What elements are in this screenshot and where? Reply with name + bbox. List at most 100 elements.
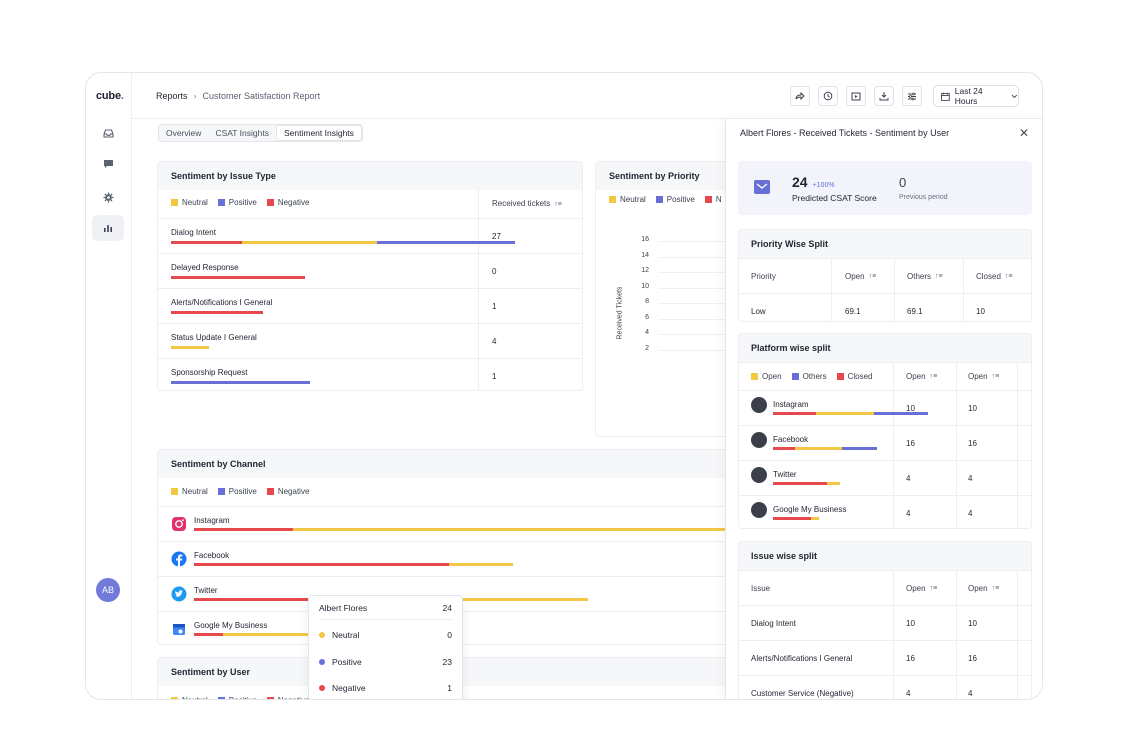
gear-icon (103, 192, 113, 202)
table-row[interactable]: Alerts/Notifications I General 16 16 (739, 640, 1031, 675)
sentiment-bar[interactable] (171, 381, 310, 384)
sentiment-bar[interactable] (171, 276, 306, 279)
legend-positive: Positive (217, 696, 257, 699)
received-tickets-header[interactable]: Received tickets ↑≡ (492, 199, 562, 208)
col-open[interactable]: Open ↑≡ (906, 583, 938, 593)
bar-neutral[interactable] (242, 241, 377, 244)
tooltip-total: 24 (442, 602, 452, 613)
share-button[interactable] (790, 86, 810, 106)
bar-negative[interactable] (171, 311, 264, 314)
table-row[interactable]: Twitter 4 4 (739, 460, 1031, 495)
sentiment-bar[interactable] (171, 311, 264, 314)
close-button[interactable]: ✕ (1019, 126, 1029, 140)
tab-overview[interactable]: Overview (166, 128, 202, 138)
sort-icon[interactable]: ↑≡ (991, 584, 1000, 592)
sort-icon[interactable]: ↑≡ (554, 201, 562, 208)
present-button[interactable] (846, 86, 866, 106)
bar-others[interactable] (841, 447, 877, 450)
bar-closed[interactable] (773, 517, 812, 520)
issue-type-title: Sentiment by Issue Type (158, 162, 582, 190)
bar-neutral[interactable] (449, 598, 589, 601)
sort-icon[interactable]: ↑≡ (991, 373, 1000, 380)
table-row[interactable]: Sponsorship Request 1 (158, 358, 582, 390)
table-row[interactable]: Delayed Response 0 (158, 253, 582, 288)
tooltip-row: Neutral 0 (319, 630, 452, 640)
history-button[interactable] (818, 86, 838, 106)
bar-negative[interactable] (171, 276, 306, 279)
bar-open[interactable] (795, 447, 842, 450)
sidebar-item-settings[interactable] (92, 184, 124, 210)
breadcrumb-reports[interactable]: Reports (156, 91, 188, 101)
close-icon[interactable]: ✕ (1018, 126, 1029, 140)
bar-others[interactable] (873, 412, 929, 415)
legend-others: Others (791, 372, 827, 381)
sort-icon[interactable]: ↑≡ (1004, 272, 1013, 280)
chevron-down-icon (1011, 94, 1018, 98)
bar-negative[interactable] (194, 563, 450, 566)
split-bar[interactable] (773, 482, 841, 485)
sentiment-bar[interactable] (171, 346, 209, 349)
col-open-2[interactable]: Open ↑≡ (968, 372, 1000, 381)
split-bar[interactable] (773, 412, 929, 415)
bar-positive[interactable] (376, 241, 516, 244)
sentiment-bar[interactable] (194, 528, 736, 531)
table-row[interactable]: Status Update I General 4 (158, 323, 582, 358)
bar-neutral[interactable] (223, 633, 310, 636)
sidebar-item-chat[interactable] (92, 151, 124, 177)
col-others[interactable]: Others ↑≡ (907, 271, 943, 281)
bar-open[interactable] (811, 517, 820, 520)
bar-neutral[interactable] (292, 528, 734, 531)
bar-closed[interactable] (773, 482, 828, 485)
user-legend: Neutral Positive Negative (171, 696, 309, 699)
table-row[interactable]: Google My Business 4 4 (739, 495, 1031, 528)
sort-icon[interactable]: ↑≡ (868, 272, 877, 280)
table-row[interactable]: Instagram (158, 506, 736, 541)
sort-icon[interactable]: ↑≡ (929, 373, 938, 380)
sort-icon[interactable]: ↑≡ (935, 272, 943, 280)
table-row[interactable]: Dialog Intent 10 10 (739, 605, 1031, 640)
bar-negative[interactable] (171, 241, 243, 244)
table-row[interactable]: Facebook (158, 541, 736, 576)
bar-negative[interactable] (194, 528, 293, 531)
sentiment-bar[interactable] (194, 563, 513, 566)
bar-open[interactable] (816, 412, 874, 415)
table-row[interactable]: Alerts/Notifications I General 1 (158, 288, 582, 323)
avatar[interactable]: AB (96, 578, 120, 602)
bar-neutral[interactable] (449, 563, 513, 566)
date-range-select[interactable]: Last 24 Hours (933, 85, 1019, 107)
report-tabs: Overview CSAT Insights Sentiment Insight… (158, 124, 363, 142)
bar-positive[interactable] (171, 381, 310, 384)
issue-split-table: Issue wise split Issue Open ↑≡ Open ↑≡ Dia… (738, 541, 1032, 699)
bar-closed[interactable] (773, 447, 796, 450)
table-row[interactable]: Customer Service (Negative) 4 4 (739, 675, 1031, 699)
col-open[interactable]: Open ↑≡ (906, 372, 938, 381)
logo[interactable]: cube. (96, 90, 124, 102)
bar-open[interactable] (827, 482, 841, 485)
split-bar[interactable] (773, 447, 877, 450)
table-row[interactable]: Dialog Intent 27 (158, 218, 582, 253)
sidebar-item-inbox[interactable] (92, 120, 124, 146)
y-axis-label: Received Tickets (616, 286, 624, 340)
detail-panel: Albert Flores - Received Tickets - Senti… (725, 119, 1042, 699)
filter-button[interactable] (902, 86, 922, 106)
col-closed[interactable]: Closed ↑≡ (976, 271, 1013, 281)
col-open[interactable]: Open ↑≡ (845, 271, 877, 281)
bar-negative[interactable] (194, 633, 223, 636)
sentiment-bar[interactable] (171, 241, 516, 244)
split-bar[interactable] (773, 517, 820, 520)
sentiment-bar[interactable] (194, 633, 310, 636)
issue-label: Status Update I General (171, 333, 257, 342)
table-row[interactable]: Instagram 10 10 (739, 390, 1031, 425)
sidebar-item-reports[interactable] (92, 215, 124, 241)
download-button[interactable] (874, 86, 894, 106)
tab-csat-insights[interactable]: CSAT Insights (215, 128, 269, 138)
bar-closed[interactable] (773, 412, 817, 415)
table-row[interactable]: Facebook 16 16 (739, 425, 1031, 460)
cell-open-2: 16 (968, 653, 977, 663)
tab-sentiment-insights[interactable]: Sentiment Insights (275, 125, 362, 141)
col-open-2[interactable]: Open ↑≡ (968, 583, 1000, 593)
sort-icon[interactable]: ↑≡ (929, 584, 938, 592)
cell-closed: 10 (976, 306, 985, 316)
bar-neutral[interactable] (171, 346, 209, 349)
table-header-row: Open Others Closed Open ↑≡ Open ↑≡ (739, 362, 1031, 390)
